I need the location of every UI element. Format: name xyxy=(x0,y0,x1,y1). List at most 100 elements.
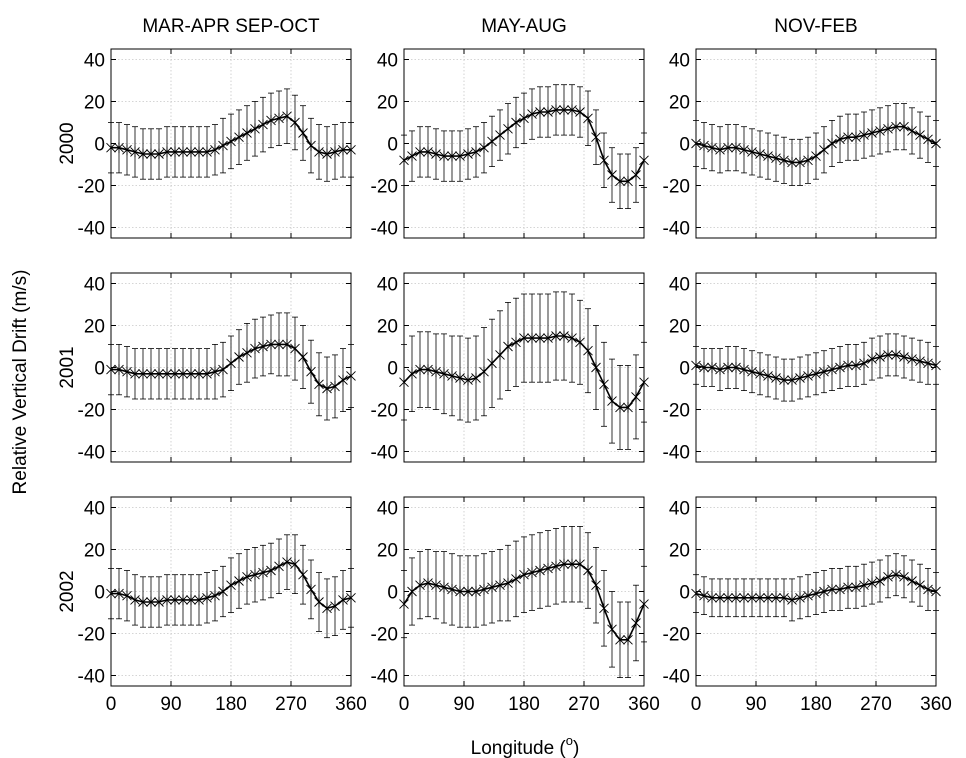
y-tick-label: -20 xyxy=(78,401,105,422)
data-point-marker xyxy=(811,588,821,599)
x-tick-label: 0 xyxy=(691,694,702,715)
data-point-marker xyxy=(503,123,513,135)
data-point-marker xyxy=(218,140,228,151)
column-title: MAR-APR SEP-OCT xyxy=(142,16,320,37)
x-tick-label: 90 xyxy=(453,694,474,715)
data-point-marker xyxy=(431,366,441,378)
data-point-marker xyxy=(431,148,441,160)
data-point-marker xyxy=(242,571,252,583)
data-point-marker xyxy=(439,581,449,593)
data-point-marker xyxy=(338,374,348,386)
data-point-marker xyxy=(266,115,276,126)
data-point-marker xyxy=(771,152,781,164)
panel-2002-1: -40 -20 0 20 40 0 90 180 270 360 xyxy=(371,496,660,715)
data-point-marker xyxy=(795,592,805,604)
data-point-marker xyxy=(915,355,925,367)
y-tick-label: 20 xyxy=(669,317,690,338)
data-point-marker xyxy=(226,357,236,369)
data-point-marker xyxy=(519,569,529,581)
data-point-marker xyxy=(519,112,529,124)
y-tick-label: 0 xyxy=(387,583,398,604)
x-tick-label: 90 xyxy=(745,694,766,715)
data-point-marker xyxy=(559,558,569,570)
data-point-marker xyxy=(731,592,741,604)
y-tick-label: -20 xyxy=(371,177,398,198)
data-point-marker xyxy=(883,571,893,583)
data-point-marker xyxy=(226,136,236,147)
data-point-marker xyxy=(803,154,813,166)
data-point-marker xyxy=(915,129,925,141)
data-point-marker xyxy=(423,577,433,589)
panel-2001-2: -40 -20 0 20 40 xyxy=(663,272,941,464)
data-point-marker xyxy=(407,586,417,597)
data-point-marker xyxy=(282,110,292,122)
x-tick-label: 180 xyxy=(508,694,540,715)
data-point-marker xyxy=(875,351,885,363)
data-point-marker xyxy=(591,579,601,591)
data-point-marker xyxy=(479,584,489,595)
panel-2000-0: -40 -20 0 20 40 xyxy=(78,48,356,240)
data-point-marker xyxy=(282,556,292,568)
data-point-marker xyxy=(202,368,212,380)
data-point-marker xyxy=(122,366,132,378)
data-point-marker xyxy=(859,129,869,141)
data-point-marker xyxy=(439,150,449,162)
data-point-marker xyxy=(503,341,513,352)
data-point-marker xyxy=(859,579,869,591)
data-point-marker xyxy=(194,368,204,380)
panel-frame xyxy=(110,48,352,239)
data-point-marker xyxy=(715,592,725,604)
data-point-marker xyxy=(763,592,773,604)
data-point-marker xyxy=(819,144,829,156)
data-point-marker xyxy=(186,146,196,158)
data-point-marker xyxy=(891,349,901,361)
panels-group: MAR-APR SEP-OCT MAY-AUG NOV-FEB20002001200… xyxy=(57,16,952,715)
panel-frame xyxy=(695,496,937,687)
data-point-marker xyxy=(715,144,725,156)
data-point-marker xyxy=(923,133,933,145)
data-point-marker xyxy=(543,332,553,344)
y-axis-label: Relative Vertical Drift (m/s) xyxy=(10,270,31,495)
data-point-marker xyxy=(787,594,797,606)
data-point-marker xyxy=(170,368,180,380)
data-point-marker xyxy=(723,592,733,604)
panel-frame xyxy=(403,48,645,239)
data-point-marker xyxy=(875,125,885,137)
y-tick-label: 0 xyxy=(679,359,690,380)
data-point-marker xyxy=(755,148,765,160)
data-point-marker xyxy=(819,586,829,597)
data-point-marker xyxy=(314,378,324,390)
panel-2001-0: -40 -20 0 20 40 xyxy=(78,272,356,464)
data-point-marker xyxy=(779,592,789,604)
data-point-marker xyxy=(551,330,561,342)
data-point-marker xyxy=(314,146,324,158)
data-point-marker xyxy=(899,571,909,583)
panel-2001-1: -40 -20 0 20 40 xyxy=(371,272,649,464)
data-point-marker xyxy=(471,586,481,597)
data-point-marker xyxy=(122,144,132,156)
data-point-marker xyxy=(170,594,180,606)
data-point-marker xyxy=(114,364,124,375)
y-tick-label: 0 xyxy=(679,583,690,604)
data-point-marker xyxy=(731,362,741,373)
y-tick-label: 40 xyxy=(669,275,690,296)
data-point-marker xyxy=(431,579,441,591)
data-point-marker xyxy=(471,146,481,158)
x-axis-label-close: ) xyxy=(573,738,579,758)
data-point-marker xyxy=(575,336,585,348)
data-point-marker xyxy=(631,617,641,629)
y-tick-label: 40 xyxy=(669,499,690,520)
y-tick-label: -40 xyxy=(663,219,690,240)
data-point-marker xyxy=(527,108,537,120)
data-point-marker xyxy=(755,368,765,380)
data-point-marker xyxy=(623,175,633,187)
data-point-marker xyxy=(290,117,300,128)
data-point-marker xyxy=(835,362,845,373)
data-point-marker xyxy=(575,558,585,570)
data-point-marker xyxy=(122,590,132,602)
data-point-marker xyxy=(567,332,577,344)
y-tick-label: -20 xyxy=(663,401,690,422)
column-title: NOV-FEB xyxy=(774,16,857,37)
data-point-marker xyxy=(178,146,188,158)
y-tick-label: 40 xyxy=(84,51,105,72)
